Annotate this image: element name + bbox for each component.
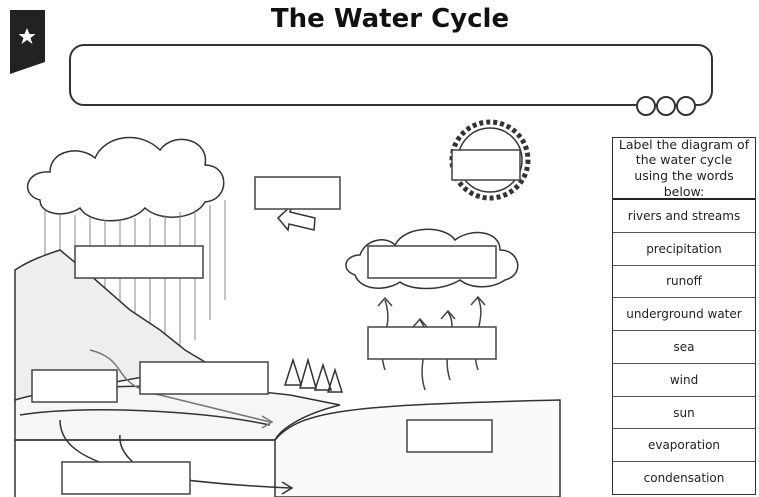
word: evaporation	[613, 429, 755, 462]
decor-circles	[637, 97, 695, 115]
title: The Water Cycle	[0, 4, 759, 34]
word: condensation	[613, 462, 755, 494]
word: sea	[613, 331, 755, 364]
word: rivers and streams	[613, 200, 755, 233]
trees	[285, 360, 342, 392]
word: sun	[613, 397, 755, 430]
worksheet: The Water Cycle Label the diagram of the…	[0, 0, 759, 497]
word: underground water	[613, 298, 755, 331]
word-bank-heading: Label the diagram of the water cycle usi…	[613, 138, 755, 200]
answer-box	[70, 45, 712, 105]
word: wind	[613, 364, 755, 397]
word: precipitation	[613, 233, 755, 266]
word-bank: Label the diagram of the water cycle usi…	[612, 137, 756, 495]
word: runoff	[613, 266, 755, 299]
rain-cloud	[28, 138, 224, 221]
